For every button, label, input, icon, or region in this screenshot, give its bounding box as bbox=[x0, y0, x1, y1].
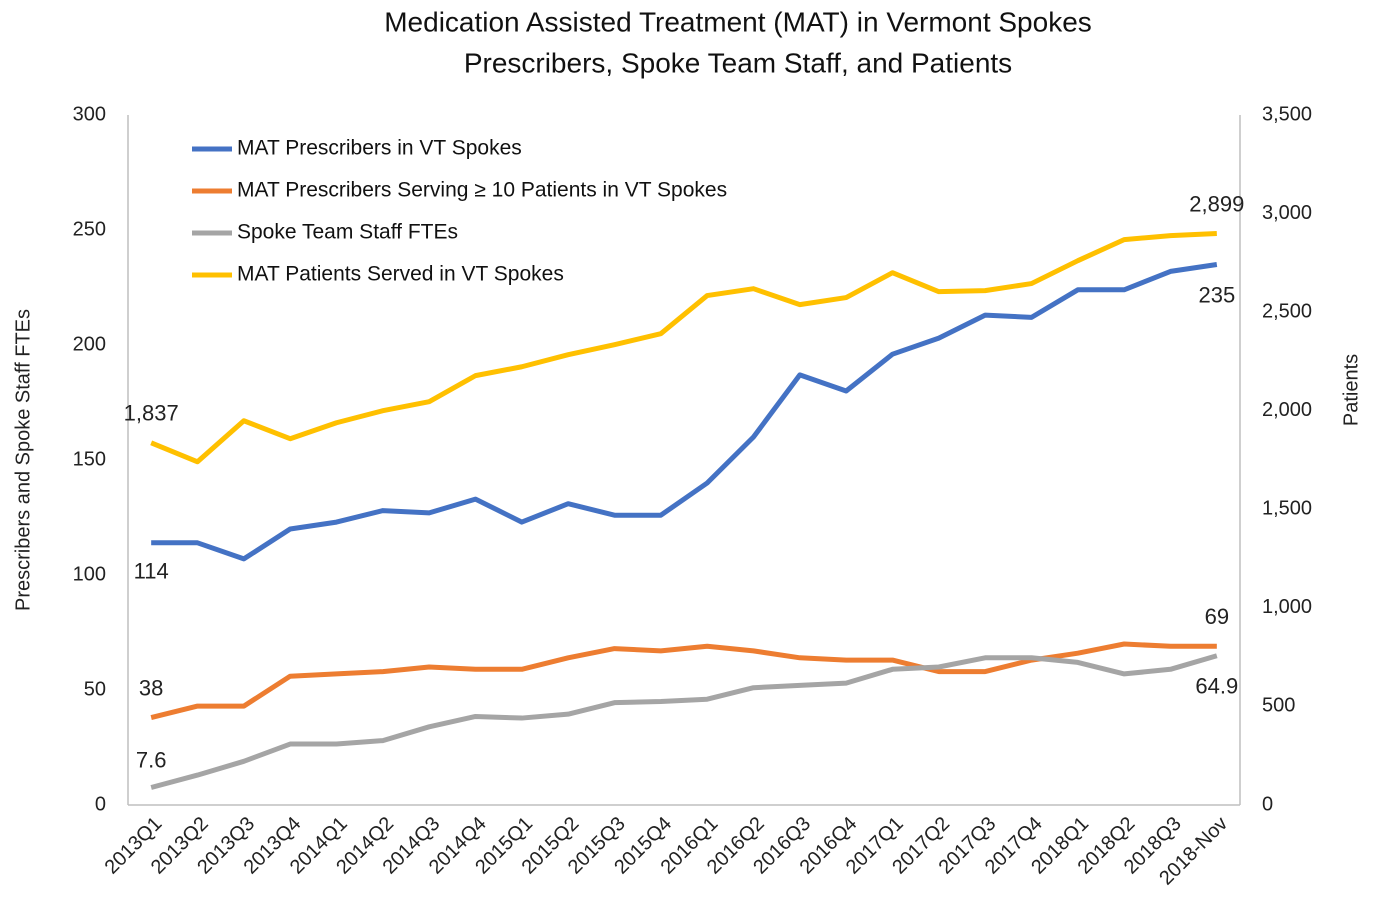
data-label: 38 bbox=[139, 675, 163, 700]
y-tick-label: 200 bbox=[73, 333, 106, 355]
data-label: 235 bbox=[1198, 282, 1235, 307]
data-label: 64.9 bbox=[1195, 674, 1238, 699]
y2-tick-label: 3,500 bbox=[1262, 103, 1312, 125]
chart-title: Medication Assisted Treatment (MAT) in V… bbox=[384, 6, 1092, 37]
data-label: 1,837 bbox=[124, 401, 179, 426]
data-label: 2,899 bbox=[1189, 191, 1244, 216]
data-label: 69 bbox=[1205, 604, 1229, 629]
y2-tick-label: 500 bbox=[1262, 695, 1295, 717]
data-label: 7.6 bbox=[136, 747, 167, 772]
data-label: 114 bbox=[134, 559, 169, 584]
series-line bbox=[151, 262, 1218, 562]
series-line bbox=[150, 653, 1218, 790]
y-axis-title: Prescribers and Spoke Staff FTEs bbox=[12, 309, 34, 611]
y-tick-label: 300 bbox=[73, 103, 106, 125]
y-tick-label: 150 bbox=[73, 448, 106, 470]
series-line bbox=[150, 641, 1217, 721]
y2-axis-title: Patients bbox=[1340, 354, 1362, 426]
y2-tick-label: 3,000 bbox=[1262, 202, 1312, 224]
y2-tick-label: 0 bbox=[1262, 793, 1273, 815]
legend-label: MAT Prescribers Serving ≥ 10 Patients in… bbox=[237, 179, 727, 202]
y2-tick-label: 1,000 bbox=[1262, 596, 1312, 618]
y-tick-label: 100 bbox=[73, 563, 106, 585]
y2-tick-label: 1,500 bbox=[1262, 498, 1312, 520]
legend-label: MAT Prescribers in VT Spokes bbox=[237, 137, 522, 160]
y-tick-label: 250 bbox=[73, 218, 106, 240]
legend-label: MAT Patients Served in VT Spokes bbox=[237, 263, 564, 286]
series-line bbox=[150, 230, 1217, 465]
legend-label: Spoke Team Staff FTEs bbox=[237, 221, 458, 244]
y2-tick-label: 2,500 bbox=[1262, 300, 1312, 322]
y2-tick-label: 2,000 bbox=[1262, 399, 1312, 421]
y-tick-label: 0 bbox=[95, 793, 106, 815]
y-tick-label: 50 bbox=[84, 678, 106, 700]
chart-subtitle: Prescribers, Spoke Team Staff, and Patie… bbox=[464, 47, 1012, 78]
